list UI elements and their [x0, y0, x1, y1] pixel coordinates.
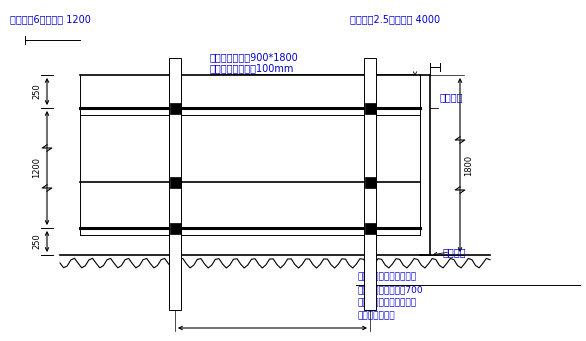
Text: 钢管，长6米，间距 1200: 钢管，长6米，间距 1200 [10, 14, 91, 24]
Bar [364, 222, 376, 234]
Text: 短钢管打入土中，保证牢: 短钢管打入土中，保证牢 [358, 272, 417, 281]
Bar [169, 177, 180, 188]
Text: 250: 250 [32, 84, 42, 99]
Bar [169, 58, 181, 310]
Text: 彩钢板搭接不少于100mm: 彩钢板搭接不少于100mm [210, 63, 294, 73]
Text: 水平钢管: 水平钢管 [440, 92, 464, 102]
Text: 建设钢管时必须拉线，保: 建设钢管时必须拉线，保 [358, 298, 417, 307]
Bar [364, 58, 376, 310]
Text: 钢管，长2.5米，间距 4000: 钢管，长2.5米，间距 4000 [350, 14, 440, 24]
Text: 250: 250 [32, 234, 42, 249]
Text: 天蓝色彩钢板，900*1800: 天蓝色彩钢板，900*1800 [210, 52, 299, 62]
Text: 1800: 1800 [465, 154, 473, 176]
Bar [364, 103, 376, 114]
Bar [364, 177, 376, 188]
Text: 证钢管纵向一线: 证钢管纵向一线 [358, 311, 396, 320]
Text: 1200: 1200 [32, 158, 42, 178]
Text: 固，外置长度不小于700: 固，外置长度不小于700 [358, 285, 424, 294]
Text: 自然土面: 自然土面 [443, 247, 466, 257]
Bar [169, 103, 180, 114]
Bar [169, 222, 180, 234]
